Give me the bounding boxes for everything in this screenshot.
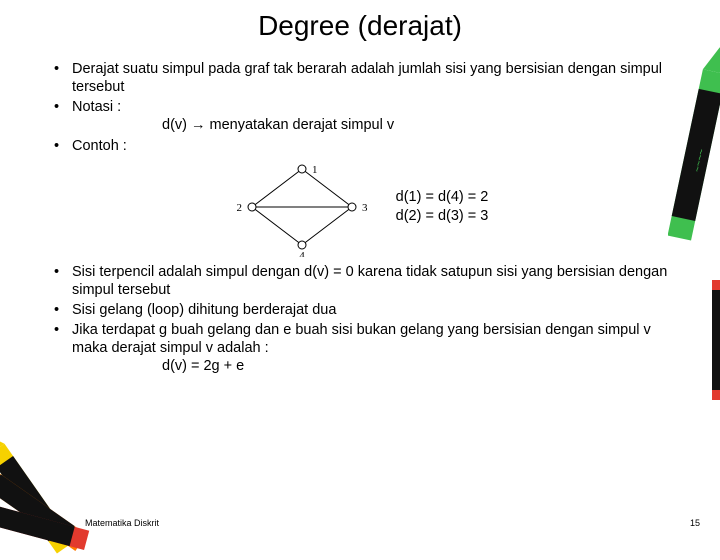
example-graph: 1 2 3 4 [232,157,382,257]
bullet-formula-text: Jika terdapat g buah gelang dan e buah s… [72,322,651,356]
crayon-green-icon: ~~~~ [668,40,720,260]
svg-text:4: 4 [299,250,305,257]
bullet-loop: Sisi gelang (loop) dihitung berderajat d… [50,301,670,319]
bullet-example: Contoh : [50,137,670,155]
example-graph-row: 1 2 3 4 d(1) = d(4) = 2 d(2) = d(3) = 3 [50,157,670,257]
bullet-notation-label: Notasi : [72,99,121,115]
degree-line-2: d(2) = d(3) = 3 [396,207,489,226]
crayon-pile-icon [0,420,98,560]
degree-results: d(1) = d(4) = 2 d(2) = d(3) = 3 [396,188,489,226]
bullet-isolated: Sisi terpencil adalah simpul dengan d(v)… [50,263,670,299]
bullet-formula: Jika terdapat g buah gelang dan e buah s… [50,321,670,375]
notation-formula: d(v) → menyatakan derajat simpul v [72,116,670,134]
page-title: Degree (derajat) [50,10,670,42]
bullet-notation: Notasi : d(v) → menyatakan derajat simpu… [50,98,670,134]
crayon-red-edge-icon [712,280,720,400]
svg-text:1: 1 [312,164,318,176]
degree-formula: d(v) = 2g + e [72,357,670,375]
degree-line-1: d(1) = d(4) = 2 [396,188,489,207]
bullet-definition: Derajat suatu simpul pada graf tak berar… [50,60,670,96]
svg-text:2: 2 [236,202,242,214]
footer-page-number: 15 [690,518,700,528]
svg-text:3: 3 [362,202,368,214]
